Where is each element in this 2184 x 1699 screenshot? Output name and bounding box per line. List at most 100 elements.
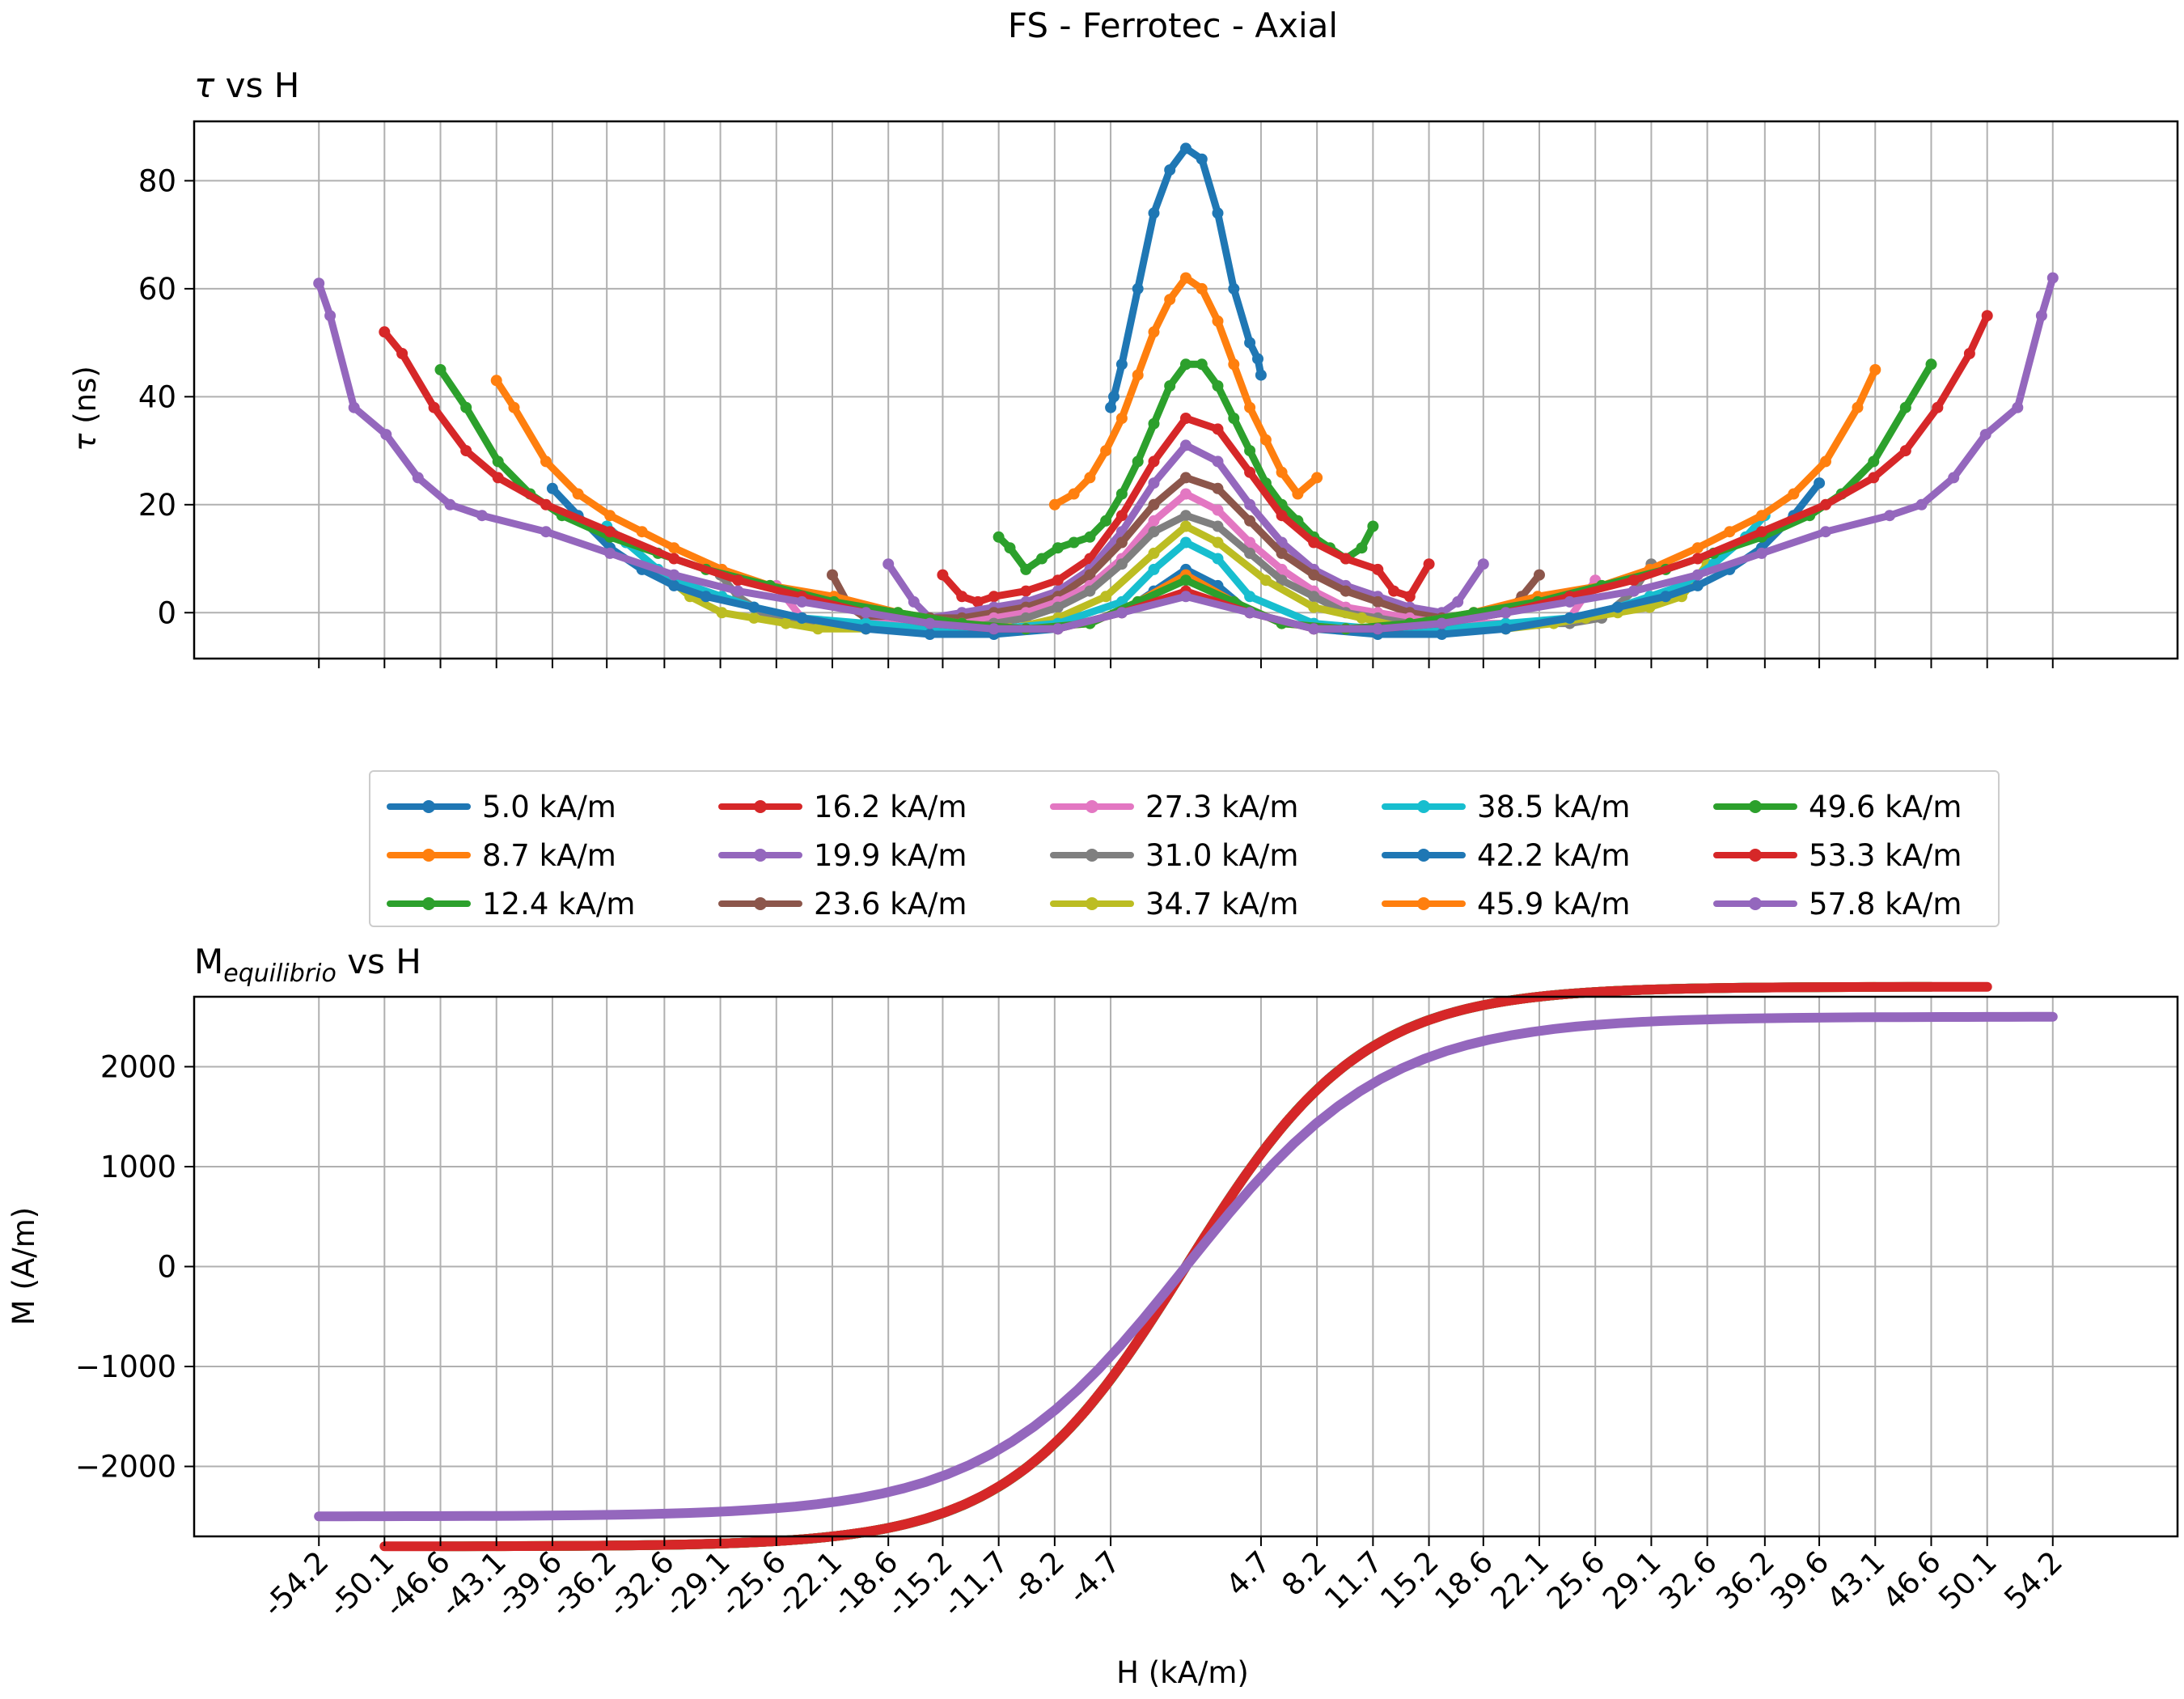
tau-data-point	[924, 629, 936, 640]
tau-data-point	[1100, 591, 1112, 603]
tau-data-point	[1148, 526, 1160, 538]
tau-data-point	[1180, 472, 1191, 484]
tau-data-point	[1212, 380, 1224, 392]
tau-ytick-label: 20	[138, 488, 176, 523]
tau-data-point	[1148, 207, 1160, 219]
tau-chart-ylabel: τ (ns)	[68, 366, 103, 451]
legend-label: 12.4 kA/m	[482, 886, 636, 922]
tau-data-point	[1820, 498, 1831, 511]
tau-ytick-label: 60	[138, 272, 176, 307]
tau-data-point	[1423, 558, 1435, 570]
tau-data-point	[324, 310, 336, 322]
tau-data-point	[1244, 466, 1256, 478]
tau-data-point	[1212, 423, 1224, 435]
legend-item: 34.7 kA/m	[1050, 883, 1298, 924]
m-xtick-label: -50.1	[322, 1544, 401, 1624]
tau-data-point	[1308, 601, 1320, 613]
m-chart: Mequilibrio vs H M (A/m) H (kA/m) -54.2-…	[6, 942, 2179, 1690]
tau-data-point	[1052, 623, 1064, 635]
legend-swatch-marker	[422, 800, 435, 813]
tau-data-point	[1180, 574, 1191, 587]
m-xtick-label: -22.1	[769, 1544, 849, 1624]
tau-axis-ticks: 0 20 40 60 80	[138, 163, 2054, 668]
legend-label: 38.5 kA/m	[1477, 789, 1631, 824]
tau-data-point	[1948, 472, 1960, 484]
tau-data-point	[732, 585, 744, 597]
tau-data-point	[1627, 585, 1640, 597]
tau-data-point	[1356, 612, 1368, 624]
tau-data-point	[1148, 455, 1160, 468]
tau-data-point	[1820, 455, 1831, 468]
tau-data-point	[1196, 282, 1208, 294]
tau-data-point	[1148, 563, 1160, 575]
tau-data-point	[1148, 417, 1160, 430]
tau-data-point	[1115, 413, 1128, 424]
tau-data-point	[1276, 563, 1288, 575]
m-xtick-label: -25.6	[713, 1544, 793, 1624]
tau-data-point	[1500, 623, 1512, 635]
legend-swatch	[1050, 897, 1134, 910]
m-chart-xlabel: H (kA/m)	[1116, 1655, 1249, 1690]
tau-data-point	[1132, 369, 1144, 381]
tau-data-point	[780, 617, 792, 629]
legend-label: 49.6 kA/m	[1809, 789, 1962, 824]
tau-data-point	[412, 472, 424, 484]
tau-data-point	[1180, 488, 1191, 500]
tau-data-point	[1372, 563, 1384, 575]
legend-swatch-marker	[1417, 897, 1430, 910]
tau-data-point	[1115, 536, 1128, 549]
tau-data-point	[1981, 310, 1993, 322]
m-xtick-label: -29.1	[658, 1544, 737, 1624]
legend-label: 8.7 kA/m	[482, 837, 616, 873]
tau-data-point	[924, 617, 936, 629]
legend-swatch	[1382, 800, 1466, 813]
legend-swatch-marker	[1417, 800, 1430, 813]
tau-data-point	[1180, 536, 1191, 549]
tau-data-point	[1180, 272, 1191, 284]
tau-data-point	[1899, 445, 1911, 457]
tau-data-point	[1308, 623, 1320, 635]
tau-data-point	[2035, 310, 2047, 322]
legend-swatch	[387, 897, 471, 910]
m-grid	[194, 997, 2178, 1536]
tau-data-point	[1820, 526, 1831, 538]
m-chart-title-sub: equilibrio	[223, 960, 336, 988]
tau-data-point	[993, 531, 1005, 543]
legend-item: 31.0 kA/m	[1050, 835, 1298, 875]
m-ytick-label: 2000	[100, 1049, 176, 1084]
tau-data-point	[1979, 429, 1991, 441]
tau-data-point	[1852, 401, 1864, 413]
legend-swatch-marker	[1086, 800, 1098, 813]
legend-swatch	[718, 897, 802, 910]
tau-data-point	[1068, 536, 1080, 549]
tau-data-point	[636, 526, 648, 538]
tau-data-point	[1164, 164, 1176, 176]
legend-swatch	[387, 800, 471, 813]
m-xtick-label: 39.6	[1764, 1544, 1836, 1616]
tau-data-point	[1691, 579, 1704, 591]
tau-data-point	[546, 482, 558, 494]
tau-data-point	[490, 375, 502, 387]
legend-swatch-marker	[1749, 897, 1762, 910]
legend-swatch	[1713, 800, 1797, 813]
tau-data-point	[1372, 595, 1384, 608]
tau-data-point	[796, 612, 808, 624]
tau-data-point	[796, 595, 808, 608]
tau-data-point	[1180, 413, 1191, 424]
tau-data-point	[492, 472, 504, 484]
m-ytick-label: −2000	[75, 1450, 176, 1485]
tau-data-point	[1132, 455, 1144, 468]
tau-data-point	[860, 607, 872, 619]
tau-data-point	[1452, 595, 1464, 608]
m-xtick-label: 11.7	[1318, 1544, 1390, 1616]
tau-data-point	[988, 623, 1000, 635]
tau-data-point	[604, 526, 616, 538]
tau-data-point	[1115, 488, 1128, 500]
tau-data-point	[1340, 585, 1352, 597]
legend-swatch-marker	[1086, 897, 1098, 910]
tau-data-point	[668, 579, 680, 591]
tau-data-point	[379, 326, 391, 338]
tau-data-point	[1212, 536, 1224, 549]
legend-item: 42.2 kA/m	[1382, 835, 1630, 875]
legend-item: 19.9 kA/m	[718, 835, 967, 875]
